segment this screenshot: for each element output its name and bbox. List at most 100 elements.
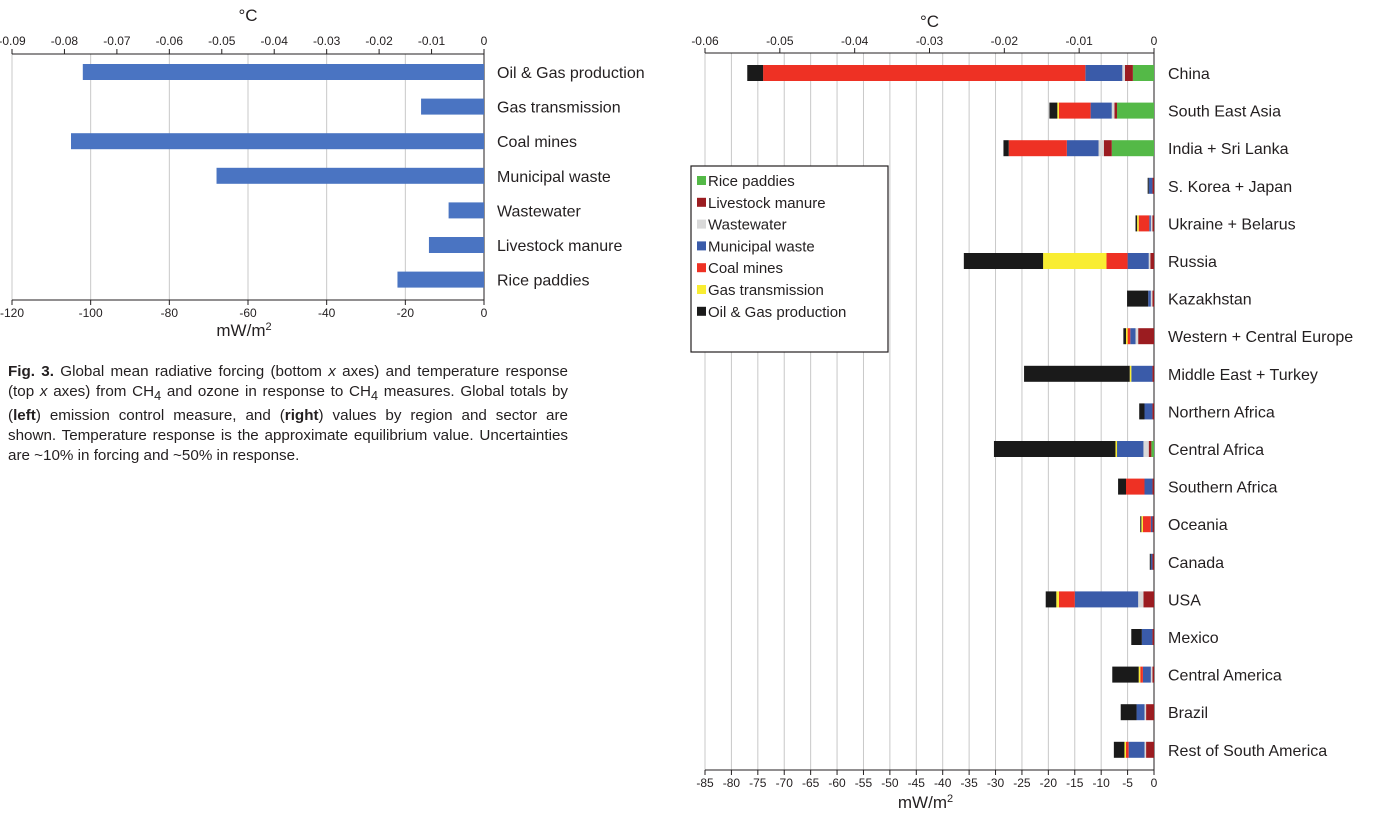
bar-segment xyxy=(1146,704,1154,721)
category-label: Rice paddies xyxy=(497,273,590,290)
bar-segment xyxy=(1117,102,1154,119)
bar-segment xyxy=(1132,65,1154,81)
caption-fig-label: Fig. 3. xyxy=(8,363,54,380)
bar-segment xyxy=(1152,290,1154,307)
bar-segment xyxy=(1118,478,1127,495)
caption-subscript: 4 xyxy=(154,389,162,404)
legend-label: Municipal waste xyxy=(708,238,815,255)
bar-segment xyxy=(1144,704,1147,721)
bottom-tick-label: -100 xyxy=(79,306,103,320)
bar-segment xyxy=(1124,741,1127,758)
caption-text: and ozone in response to CH xyxy=(161,383,371,400)
bar xyxy=(421,98,484,115)
legend-label: Livestock manure xyxy=(708,195,826,212)
legend-swatch xyxy=(697,197,706,207)
bar-segment xyxy=(1126,478,1145,495)
bottom-tick-label: -80 xyxy=(723,776,741,790)
category-label: Rest of South America xyxy=(1168,743,1327,760)
bar-segment xyxy=(1144,741,1147,758)
category-label: Middle East + Turkey xyxy=(1168,367,1318,384)
bar-segment xyxy=(1152,666,1154,683)
bar-segment xyxy=(1152,403,1154,420)
category-label: Municipal waste xyxy=(497,169,611,186)
category-label: Western + Central Europe xyxy=(1168,329,1353,346)
caption-bold-right: right xyxy=(284,407,319,425)
bar-segment xyxy=(1138,591,1144,608)
bar-segment xyxy=(1149,215,1151,232)
bar-segment xyxy=(1139,403,1145,420)
bar-segment xyxy=(1150,516,1153,533)
bar-segment xyxy=(1152,215,1154,232)
bottom-tick-label: -25 xyxy=(1013,776,1031,790)
top-tick-label: -0.07 xyxy=(103,34,131,48)
bottom-tick-label: -40 xyxy=(934,776,952,790)
legend-label: Wastewater xyxy=(708,217,787,234)
category-label: S. Korea + Japan xyxy=(1168,179,1292,196)
bar-segment xyxy=(1112,666,1139,683)
bar xyxy=(448,202,484,219)
top-tick-label: -0.04 xyxy=(841,34,869,48)
left-chart: -120 -100 -80 -60 -40 -20 0 -0.09 -0.08 -0.07 -0.0… xyxy=(0,6,645,340)
caption-text: measures. Global totals by ( xyxy=(8,383,569,425)
bar-segment xyxy=(1114,102,1118,119)
bar-segment xyxy=(1151,441,1154,457)
bar-segment xyxy=(1127,253,1149,269)
bar-segment xyxy=(1130,328,1136,345)
bar-segment xyxy=(1057,102,1059,119)
legend-swatch xyxy=(697,263,706,273)
bar-segment xyxy=(1142,666,1151,683)
category-label: Oceania xyxy=(1168,517,1228,534)
bar-segment xyxy=(1141,629,1153,645)
bar-segment xyxy=(1124,65,1133,81)
bottom-tick-label: -85 xyxy=(696,776,714,790)
bar-segment xyxy=(1115,441,1118,457)
top-tick-label: 0 xyxy=(1151,34,1158,48)
legend: Rice paddies Livestock manure Wastewater Mu… xyxy=(690,165,889,353)
bar-segment xyxy=(1148,177,1153,194)
bar-segment xyxy=(963,253,1044,269)
caption-text: ) emission control measure, and ( xyxy=(35,407,285,425)
legend-swatch xyxy=(697,176,706,185)
bar-segment xyxy=(1045,591,1057,608)
bar-segment xyxy=(1126,328,1128,345)
top-tick-label: -0.02 xyxy=(991,34,1019,48)
top-tick-label: -0.03 xyxy=(313,34,341,48)
caption-axis-x: x xyxy=(328,363,336,380)
bar-segment xyxy=(1152,629,1154,645)
bar-segment xyxy=(1111,102,1115,119)
top-tick-label: -0.02 xyxy=(365,34,393,48)
bottom-tick-label: -35 xyxy=(960,776,978,790)
top-tick-label: -0.01 xyxy=(1065,34,1093,48)
bar-segment xyxy=(1143,441,1149,457)
figure-caption: Fig. 3. Global mean radiative forcing (b… xyxy=(8,362,568,466)
caption-text: ) values by region and sector are shown.… xyxy=(8,407,569,465)
bar-segment xyxy=(1148,290,1151,307)
category-label: Livestock manure xyxy=(497,238,622,255)
category-label: Gas transmission xyxy=(497,100,621,117)
bar-segment xyxy=(1074,591,1139,608)
bar-segment xyxy=(1056,591,1059,608)
bar-segment xyxy=(1127,328,1131,345)
caption-text: Global mean radiative forcing (bottom xyxy=(53,363,329,380)
bar-segment xyxy=(1150,553,1153,570)
category-label: Russia xyxy=(1168,254,1217,271)
top-axis-title: °C xyxy=(238,6,257,25)
bar-segment xyxy=(1135,328,1139,345)
bar-segment xyxy=(1149,553,1151,570)
legend-swatch xyxy=(697,241,706,251)
bar-segment xyxy=(1135,215,1138,232)
top-axis-title: °C xyxy=(920,12,939,31)
bar xyxy=(428,237,484,253)
bottom-tick-label: -15 xyxy=(1066,776,1084,790)
bar-segment xyxy=(1122,65,1125,81)
bar-segment xyxy=(1043,253,1107,269)
bar-segment xyxy=(1148,253,1151,269)
bar xyxy=(397,271,484,288)
bar-segment xyxy=(1146,741,1154,758)
category-label: Brazil xyxy=(1168,705,1208,722)
bar-segment xyxy=(1152,177,1154,194)
category-label: USA xyxy=(1168,592,1201,609)
category-label: Canada xyxy=(1168,555,1224,572)
bar-segment xyxy=(993,441,1116,457)
category-label: Wastewater xyxy=(497,203,582,220)
